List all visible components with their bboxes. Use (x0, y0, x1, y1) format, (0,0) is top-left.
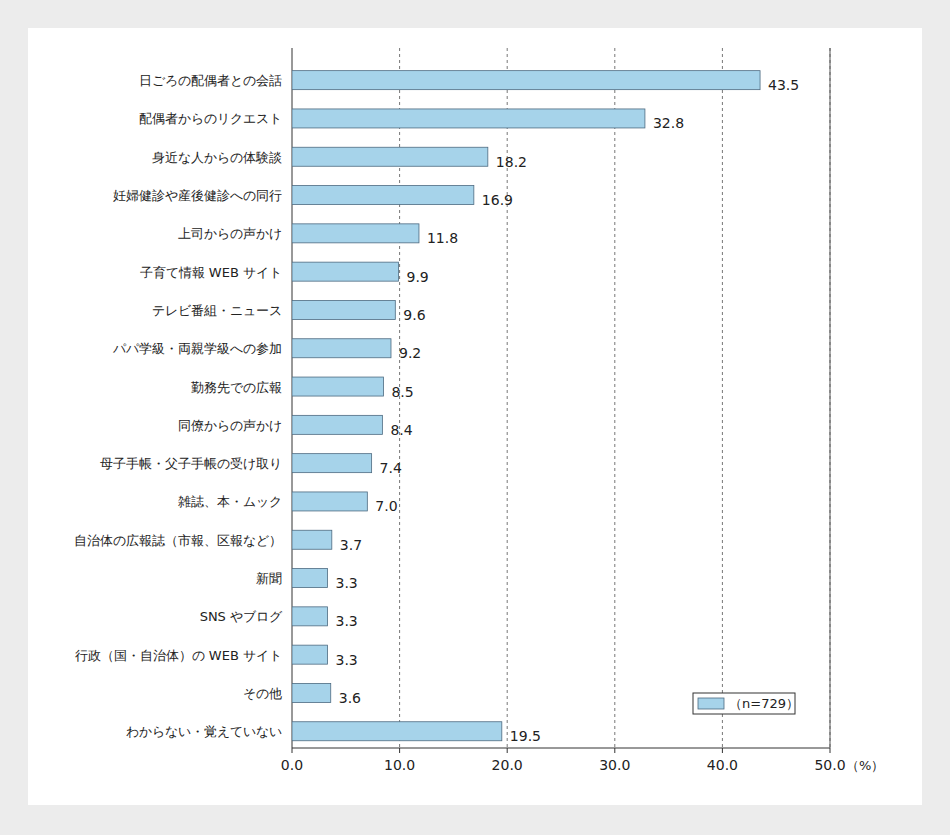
bar (292, 109, 645, 128)
bar (292, 645, 328, 664)
tick-label: 30.0 (599, 757, 630, 773)
bar (292, 607, 328, 626)
tick-mark (507, 748, 508, 753)
category-label: 新聞 (256, 571, 282, 586)
data-label: 7.4 (380, 460, 402, 476)
bar (292, 147, 488, 166)
data-label: 18.2 (496, 154, 527, 170)
bar (292, 530, 332, 549)
data-label: 3.6 (339, 690, 361, 706)
data-label: 3.7 (340, 537, 362, 553)
bar (292, 186, 474, 205)
category-label: 日ごろの配偶者との会話 (139, 73, 282, 88)
bar (292, 492, 367, 511)
data-label: 8.5 (391, 384, 413, 400)
bar (292, 722, 502, 741)
data-label: 8.4 (390, 422, 412, 438)
data-label: 7.0 (375, 498, 397, 514)
data-label: 11.8 (427, 230, 458, 246)
category-label: 雑誌、本・ムック (178, 494, 282, 509)
category-label: 妊婦健診や産後健診への同行 (113, 188, 282, 203)
category-label: わからない・覚えていない (126, 724, 282, 739)
bar (292, 300, 395, 319)
bar (292, 262, 399, 281)
data-label: 3.3 (336, 652, 358, 668)
tick-mark (830, 748, 831, 753)
data-label: 43.5 (768, 77, 799, 93)
category-label: 上司からの声かけ (178, 226, 282, 241)
data-label: 16.9 (482, 192, 513, 208)
axis-label: （%） (846, 758, 884, 773)
category-label: 配偶者からのリクエスト (139, 111, 282, 126)
x-axis (292, 748, 830, 749)
chart: 0.0 10.0 20.0 30.0 40.0 50.0（%） 日ごろの配偶者との会話 43.… (0, 0, 950, 835)
bar (292, 71, 760, 90)
category-label: 身近な人からの体験談 (152, 150, 282, 165)
bar (292, 415, 382, 434)
panel (28, 28, 922, 805)
bars (292, 71, 760, 741)
tick-label: 10.0 (384, 757, 415, 773)
data-label: 3.3 (336, 613, 358, 629)
tick-mark (722, 748, 723, 753)
tick-mark (292, 748, 293, 753)
category-label: パパ学級・両親学級への参加 (112, 341, 282, 356)
grid-line (614, 48, 615, 748)
bar (292, 224, 419, 243)
bar (292, 339, 391, 358)
tick-mark (614, 748, 615, 753)
tick-mark (399, 748, 400, 753)
bar (292, 569, 328, 588)
category-label: 行政（国・自治体）の WEB サイト (75, 648, 282, 663)
category-label: 自治体の広報誌（市報、区報など） (74, 533, 282, 548)
data-label: 9.2 (399, 345, 421, 361)
tick-label: 0.0 (281, 757, 303, 773)
grid-line (830, 48, 831, 748)
tick-label: 20.0 (492, 757, 523, 773)
plot-frame (830, 48, 831, 748)
data-label: 9.9 (407, 269, 429, 285)
data-label: 19.5 (510, 728, 541, 744)
category-label: 同僚からの声かけ (178, 418, 282, 433)
legend-label: （n=729） (729, 696, 799, 711)
category-label: 母子手帳・父子手帳の受け取り (100, 456, 282, 471)
bar (292, 454, 372, 473)
tick-label: 50.0 (814, 757, 845, 773)
category-label: SNS やブログ (200, 609, 283, 624)
data-label: 3.3 (336, 575, 358, 591)
category-label: 子育て情報 WEB サイト (140, 265, 282, 280)
grid-line (722, 48, 723, 748)
legend-swatch (698, 698, 724, 709)
bar (292, 377, 383, 396)
tick-label: 40.0 (707, 757, 738, 773)
data-label: 9.6 (403, 307, 425, 323)
category-label: その他 (243, 686, 282, 701)
category-label: 勤務先での広報 (191, 380, 282, 395)
bar (292, 683, 331, 702)
category-label: テレビ番組・ニュース (152, 303, 282, 318)
data-label: 32.8 (653, 115, 684, 131)
